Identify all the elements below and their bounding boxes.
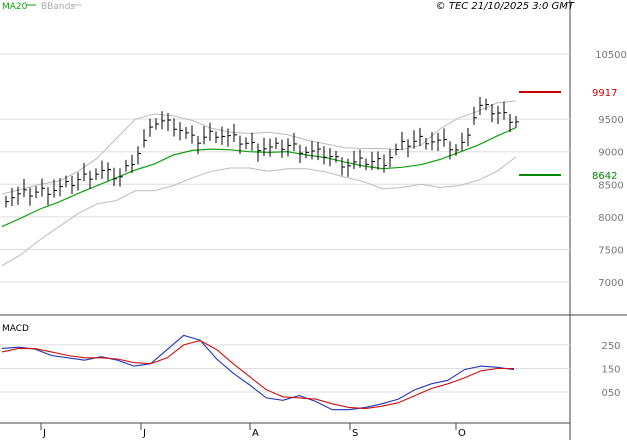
macd-y-tick-label: 050: [601, 388, 620, 399]
ma20-line: [1, 127, 517, 228]
price-bars-layer: [5, 96, 519, 208]
legend-ma20: MA20: [2, 2, 28, 12]
macd-line: [1, 334, 515, 411]
price-y-tick-label: 9500: [598, 115, 623, 126]
macd-title: MACD: [2, 324, 29, 334]
x-axis-month-label: O: [458, 428, 466, 439]
levels-layer: 9917 8642: [519, 88, 617, 182]
price-y-tick-label: 10500: [595, 50, 627, 61]
macd-y-tick-label: 150: [601, 364, 620, 375]
x-axis-month-label: J: [42, 428, 46, 439]
grid-layer: [0, 53, 570, 393]
bband-lower-line: [1, 156, 517, 267]
x-axis-month-label: J: [142, 428, 146, 439]
macd-y-tick-label: 250: [601, 341, 620, 352]
price-y-tick-label: 7500: [598, 245, 623, 256]
price-panel-frame: [0, 0, 570, 315]
y-axis-labels: 10500 9500 9000 8500 8000 7500 7000 250 150 050: [595, 50, 627, 399]
macd-signal-line: [1, 340, 514, 410]
bband-upper-line: [1, 100, 517, 195]
ma-layer: [1, 127, 517, 228]
price-y-tick-label: 8500: [598, 180, 623, 191]
price-y-tick-label: 8000: [598, 213, 623, 224]
legend-bbands: BBands: [41, 2, 75, 12]
macd-lines-layer: [1, 334, 515, 411]
x-axis-month-label: S: [352, 428, 358, 439]
price-y-tick-label: 7000: [598, 278, 623, 289]
support-label: 8642: [592, 171, 617, 182]
copyright-text: © TEC 21/10/2025 3:0 GMT: [436, 1, 575, 12]
resistance-label: 9917: [592, 88, 617, 99]
x-axis-month-label: A: [252, 428, 259, 439]
price-y-tick-label: 9000: [598, 148, 623, 159]
bands-layer: [1, 100, 517, 267]
